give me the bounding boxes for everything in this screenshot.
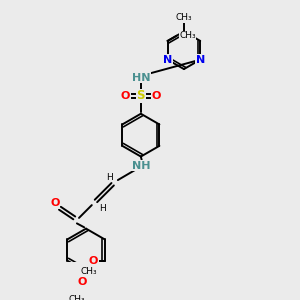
Text: H: H <box>99 204 106 213</box>
Text: N: N <box>163 55 172 65</box>
Text: CH₃: CH₃ <box>81 267 97 276</box>
Text: O: O <box>152 91 161 101</box>
Text: N: N <box>196 55 205 65</box>
Text: CH₃: CH₃ <box>176 14 192 22</box>
Text: O: O <box>50 198 59 208</box>
Text: NH: NH <box>132 161 150 171</box>
Text: O: O <box>89 256 98 266</box>
Text: S: S <box>136 89 145 103</box>
Text: HN: HN <box>132 73 150 83</box>
Text: O: O <box>121 91 130 101</box>
Text: O: O <box>77 278 87 287</box>
Text: CH₃: CH₃ <box>69 295 85 300</box>
Text: CH₃: CH₃ <box>179 32 196 40</box>
Text: H: H <box>106 173 112 182</box>
